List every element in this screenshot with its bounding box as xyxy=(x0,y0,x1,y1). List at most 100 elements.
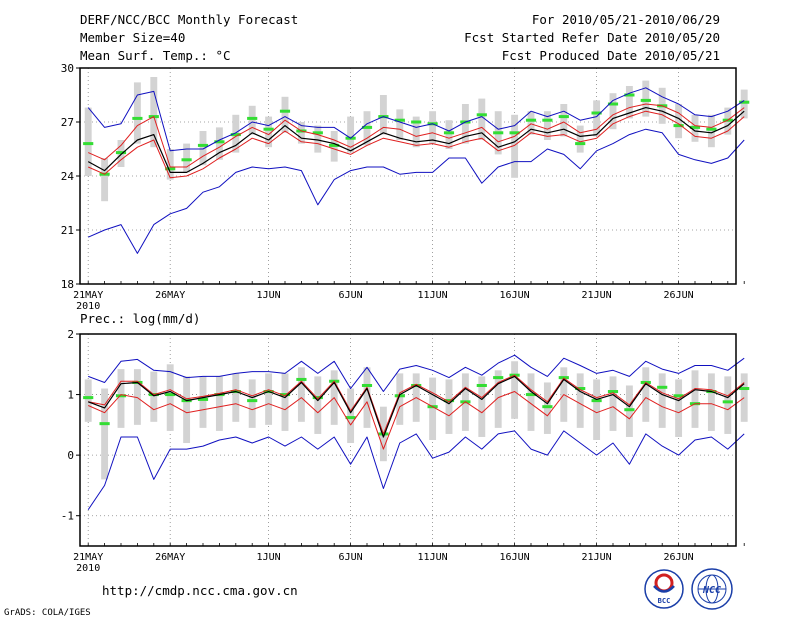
median-mark xyxy=(443,131,455,135)
ensemble-box xyxy=(707,114,715,148)
median-mark xyxy=(575,387,586,391)
footer-url: http://cmdp.ncc.cma.gov.cn xyxy=(102,583,298,598)
ensemble-box xyxy=(379,95,387,135)
median-mark xyxy=(230,133,241,137)
ensemble-box xyxy=(248,379,256,428)
variable-label: Mean Surf. Temp.: °C xyxy=(80,48,231,63)
median-mark xyxy=(214,140,225,144)
x-tick-label: 21MAY xyxy=(73,552,103,563)
ensemble-box xyxy=(347,116,355,153)
median-mark xyxy=(657,385,668,389)
median-mark xyxy=(312,131,323,135)
median-mark xyxy=(673,394,684,398)
extreme-upper-line xyxy=(88,354,745,392)
ensemble-box xyxy=(461,104,469,144)
median-mark xyxy=(361,383,373,387)
ensemble-box xyxy=(166,364,174,431)
chart-title: DERF/NCC/BCC Monthly Forecast xyxy=(80,12,298,27)
ensemble-box xyxy=(429,111,437,144)
x-tick-label: 1JUN xyxy=(257,552,281,563)
ensemble-box xyxy=(314,376,322,434)
ensemble-box xyxy=(707,373,715,431)
ensemble-box xyxy=(363,367,371,428)
ensemble-mean-line xyxy=(87,106,745,173)
median-mark xyxy=(624,408,635,412)
x-tick-label: 6JUN xyxy=(339,290,363,301)
ensemble-box xyxy=(543,111,551,140)
ensemble-box xyxy=(150,77,158,148)
ensemble-box xyxy=(429,377,437,440)
ensemble-box xyxy=(494,370,502,428)
y-tick-label: 0 xyxy=(67,449,74,462)
ensemble-box xyxy=(199,131,207,166)
median-mark xyxy=(443,399,455,403)
ensemble-box xyxy=(675,379,683,437)
ensemble-box xyxy=(527,111,535,135)
ensemble-box xyxy=(265,116,273,148)
extreme-lower-line xyxy=(87,128,745,254)
ensemble-box xyxy=(183,376,191,444)
panel-frame xyxy=(79,67,737,285)
median-mark xyxy=(263,127,274,131)
ensemble-box xyxy=(232,373,240,422)
median-mark xyxy=(525,393,537,397)
x-year-label: 2010 xyxy=(76,301,100,312)
y-tick-label: 18 xyxy=(61,278,74,291)
ensemble-box xyxy=(511,114,519,178)
ensemble-box xyxy=(101,388,109,480)
y-tick-label: 27 xyxy=(61,116,74,129)
median-mark xyxy=(329,143,340,147)
ensemble-box xyxy=(396,109,404,140)
ensemble-box xyxy=(511,361,519,419)
ensemble-box xyxy=(560,104,568,137)
ensemble-box xyxy=(347,388,355,444)
member-size: Member Size=40 xyxy=(80,30,185,45)
median-mark xyxy=(706,127,717,131)
ensemble-box xyxy=(478,376,486,437)
ensemble-box xyxy=(445,379,453,434)
x-tick-label: 1JUN xyxy=(257,290,281,301)
produced-date: Fcst Produced Date 2010/05/21 xyxy=(502,48,720,63)
ensemble-box xyxy=(265,373,273,425)
ensemble-box xyxy=(101,158,109,202)
x-tick-label: 11JUN xyxy=(418,552,448,563)
percentile-upper-line xyxy=(87,103,745,168)
ensemble-box xyxy=(248,105,256,135)
median-mark xyxy=(83,142,94,146)
x-tick-label: 26JUN xyxy=(664,552,694,563)
median-mark xyxy=(575,142,586,146)
median-mark xyxy=(542,118,553,122)
median-mark xyxy=(247,116,258,120)
ensemble-box xyxy=(625,385,633,437)
x-tick-label: 16JUN xyxy=(500,290,530,301)
median-mark xyxy=(558,376,569,380)
ensemble-mean-line xyxy=(87,375,745,438)
x-tick-label: 6JUN xyxy=(339,552,363,563)
ensemble-box xyxy=(543,382,551,434)
ensemble-box xyxy=(576,373,584,428)
ensemble-box xyxy=(642,367,650,422)
precip-label: Prec.: log(mm/d) xyxy=(80,311,200,326)
ensemble-box xyxy=(576,125,584,153)
percentile-upper-line xyxy=(88,374,745,435)
median-mark xyxy=(739,387,750,391)
median-mark xyxy=(132,116,143,120)
ensemble-box xyxy=(593,379,601,440)
median-mark xyxy=(591,399,602,403)
median-mark xyxy=(83,396,94,400)
median-mark xyxy=(558,115,569,119)
y-tick-label: 21 xyxy=(61,224,74,237)
y-tick-label: 30 xyxy=(61,62,74,75)
median-mark xyxy=(525,118,537,122)
median-mark xyxy=(165,393,176,397)
ensemble-box xyxy=(642,80,650,117)
median-mark xyxy=(673,124,684,128)
y-tick-label: 2 xyxy=(67,328,74,341)
median-mark xyxy=(640,98,651,102)
ensemble-box xyxy=(675,104,683,139)
median-mark xyxy=(296,377,307,381)
refer-date: Fcst Started Refer Date 2010/05/20 xyxy=(464,30,720,45)
median-mark xyxy=(739,100,750,104)
median-mark xyxy=(624,93,635,97)
